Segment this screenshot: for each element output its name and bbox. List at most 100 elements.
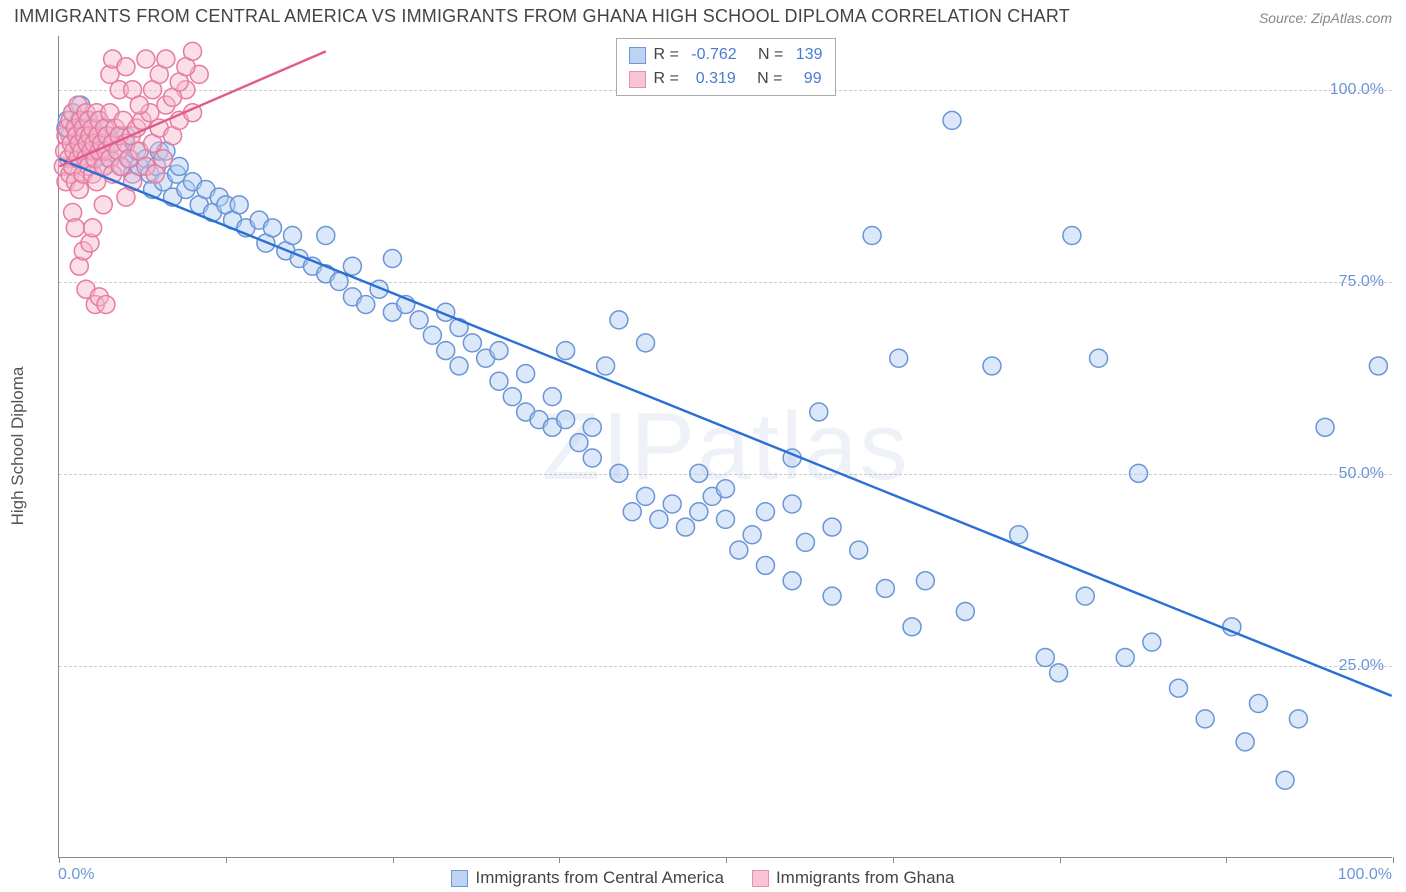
data-point xyxy=(230,196,248,214)
data-point xyxy=(283,227,301,245)
legend-label: Immigrants from Central America xyxy=(475,868,723,888)
data-point xyxy=(730,541,748,559)
data-point xyxy=(756,556,774,574)
data-point xyxy=(690,503,708,521)
y-tick-label: 100.0% xyxy=(1330,81,1384,99)
data-point xyxy=(823,587,841,605)
data-point xyxy=(783,495,801,513)
series-swatch xyxy=(629,71,646,88)
data-point xyxy=(583,449,601,467)
data-point xyxy=(1143,633,1161,651)
x-tick xyxy=(893,857,894,863)
data-point xyxy=(876,579,894,597)
y-tick-label: 25.0% xyxy=(1339,657,1384,675)
data-point xyxy=(490,342,508,360)
data-point xyxy=(597,357,615,375)
data-point xyxy=(1116,649,1134,667)
stat-label: N = xyxy=(744,67,796,91)
data-point xyxy=(170,157,188,175)
legend-item: Immigrants from Ghana xyxy=(752,868,955,888)
data-point xyxy=(1316,418,1334,436)
data-point xyxy=(863,227,881,245)
stat-label: R = xyxy=(654,67,688,91)
data-point xyxy=(637,334,655,352)
y-tick-label: 75.0% xyxy=(1339,273,1384,291)
data-point xyxy=(450,357,468,375)
data-point xyxy=(650,510,668,528)
stat-n-value: 99 xyxy=(804,67,822,91)
y-tick-label: 50.0% xyxy=(1339,465,1384,483)
legend-swatch xyxy=(451,870,468,887)
x-tick xyxy=(226,857,227,863)
source-attribution: Source: ZipAtlas.com xyxy=(1259,6,1392,26)
data-point xyxy=(637,487,655,505)
series-swatch xyxy=(629,47,646,64)
stat-label: N = xyxy=(745,43,788,67)
x-tick xyxy=(726,857,727,863)
data-point xyxy=(1063,227,1081,245)
data-point xyxy=(1170,679,1188,697)
data-point xyxy=(796,533,814,551)
data-point xyxy=(956,602,974,620)
x-tick xyxy=(1226,857,1227,863)
data-point xyxy=(1050,664,1068,682)
legend-swatch xyxy=(752,870,769,887)
x-tick xyxy=(59,857,60,863)
x-tick xyxy=(559,857,560,863)
data-point xyxy=(570,434,588,452)
data-point xyxy=(916,572,934,590)
data-point xyxy=(137,50,155,68)
chart-plot-area: ZIPatlas R = -0.762 N = 139 R = 0.319 N … xyxy=(58,36,1392,858)
data-point xyxy=(1289,710,1307,728)
stat-r-value: -0.762 xyxy=(691,43,736,67)
data-point xyxy=(623,503,641,521)
x-tick xyxy=(393,857,394,863)
data-point xyxy=(1196,710,1214,728)
data-point xyxy=(743,526,761,544)
legend-bottom: Immigrants from Central America Immigran… xyxy=(0,868,1406,888)
stat-label: R = xyxy=(654,43,684,67)
data-point xyxy=(423,326,441,344)
scatter-plot-svg xyxy=(59,36,1392,857)
legend-label: Immigrants from Ghana xyxy=(776,868,955,888)
data-point xyxy=(1236,733,1254,751)
chart-title: IMMIGRANTS FROM CENTRAL AMERICA VS IMMIG… xyxy=(14,6,1070,27)
data-point xyxy=(690,464,708,482)
data-point xyxy=(557,342,575,360)
data-point xyxy=(437,342,455,360)
data-point xyxy=(1036,649,1054,667)
data-point xyxy=(1010,526,1028,544)
data-point xyxy=(317,227,335,245)
data-point xyxy=(184,42,202,60)
data-point xyxy=(1276,771,1294,789)
data-point xyxy=(677,518,695,536)
data-point xyxy=(157,50,175,68)
data-point xyxy=(717,480,735,498)
data-point xyxy=(1130,464,1148,482)
data-point xyxy=(343,257,361,275)
stats-row: R = -0.762 N = 139 xyxy=(629,43,823,67)
data-point xyxy=(66,219,84,237)
data-point xyxy=(1090,349,1108,367)
data-point xyxy=(717,510,735,528)
stats-row: R = 0.319 N = 99 xyxy=(629,67,823,91)
data-point xyxy=(610,464,628,482)
data-point xyxy=(490,372,508,390)
y-axis-label: High School Diploma xyxy=(8,367,28,526)
data-point xyxy=(410,311,428,329)
data-point xyxy=(383,250,401,268)
data-point xyxy=(823,518,841,536)
data-point xyxy=(1249,695,1267,713)
data-point xyxy=(154,150,172,168)
data-point xyxy=(463,334,481,352)
data-point xyxy=(850,541,868,559)
data-point xyxy=(583,418,601,436)
data-point xyxy=(983,357,1001,375)
data-point xyxy=(84,219,102,237)
data-point xyxy=(264,219,282,237)
correlation-stats-box: R = -0.762 N = 139 R = 0.319 N = 99 xyxy=(616,38,836,96)
data-point xyxy=(663,495,681,513)
data-point xyxy=(117,58,135,76)
data-point xyxy=(557,411,575,429)
stat-n-value: 139 xyxy=(796,43,823,67)
